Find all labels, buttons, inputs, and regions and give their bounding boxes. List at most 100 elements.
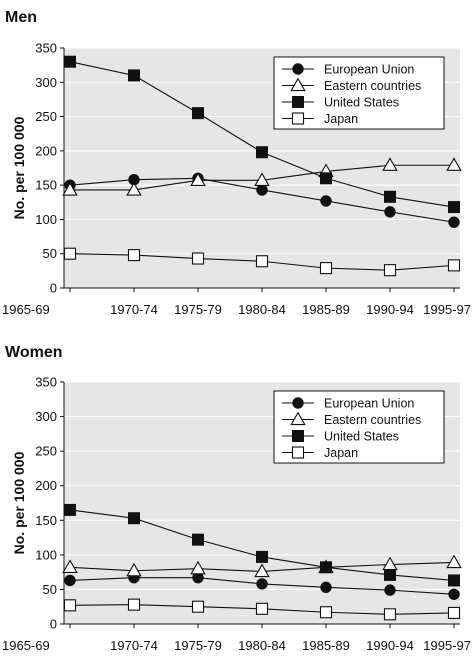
data-point (447, 259, 461, 272)
data-point (128, 69, 140, 82)
y-tick-label: 150 (35, 513, 57, 528)
x-tick-label: 1965-69 (2, 638, 50, 653)
data-point (446, 554, 462, 569)
y-tick-label: 250 (35, 444, 57, 459)
data-point (320, 581, 332, 594)
legend-marker (291, 112, 305, 125)
series-united-states (64, 55, 460, 214)
data-point (382, 157, 398, 171)
legend-entry: European Union (282, 397, 414, 411)
legend-marker (292, 96, 304, 108)
x-tick-label: 1975-79 (174, 302, 222, 317)
legend-marker (292, 63, 304, 75)
chart-panel-women: Women 0 50 100 150 200 250 300 350 1965-69 1970-74… (2, 344, 471, 653)
data-point (256, 578, 268, 590)
x-tick-label: 1985-89 (302, 638, 350, 653)
data-point (384, 568, 396, 581)
legend-entry: Eastern countries (282, 411, 421, 427)
data-point (448, 216, 460, 228)
data-point (128, 512, 140, 525)
series-european-union (64, 172, 460, 228)
y-axis-label: No. per 100 000 (11, 116, 27, 219)
legend-entry: United States (282, 96, 399, 110)
legend-label: Eastern countries (324, 79, 421, 93)
data-point (448, 574, 460, 587)
data-point (64, 574, 76, 587)
data-point (256, 550, 268, 563)
x-tick-label: 1965-69 (2, 302, 50, 317)
legend-label: United States (324, 430, 399, 444)
y-tick-label: 100 (35, 212, 57, 227)
x-tick-label: 1970-74 (110, 302, 158, 317)
data-point (254, 563, 270, 578)
legend-entry: Japan (282, 112, 358, 126)
x-tick-label: 1980-84 (238, 302, 286, 317)
data-point (63, 599, 77, 612)
data-point (63, 247, 77, 260)
y-tick-label: 350 (35, 375, 57, 390)
legend-marker (290, 77, 306, 92)
data-point (319, 606, 333, 619)
data-point (384, 190, 396, 203)
x-tick-label: 1990-94 (366, 638, 414, 653)
legend-entry: Eastern countries (282, 77, 421, 93)
data-point (190, 560, 206, 575)
y-tick-label: 100 (35, 547, 57, 562)
chart-panel-men: Men 0 50 100 150 200 250 300 350 1965-69 1970-74 19… (2, 9, 471, 317)
data-point (191, 252, 205, 265)
data-point (320, 561, 332, 574)
data-point (447, 606, 461, 619)
y-tick-label: 200 (35, 478, 57, 493)
legend-marker (291, 446, 305, 459)
data-point (126, 182, 142, 196)
legend-entry: European Union (282, 63, 414, 77)
data-point (448, 201, 460, 214)
panel-title: Women (5, 344, 62, 361)
y-tick-label: 300 (35, 409, 57, 424)
x-tick-label: 1970-74 (110, 638, 158, 653)
x-tick-label: 1985-89 (302, 302, 350, 317)
data-point (190, 172, 206, 186)
y-axis-label: No. per 100 000 (11, 451, 27, 554)
data-point (319, 262, 333, 275)
y-tick-label: 50 (43, 582, 57, 597)
data-point (127, 598, 141, 611)
legend-label: United States (324, 96, 399, 110)
x-tick-label: 1975-79 (174, 638, 222, 653)
legend-marker (292, 397, 304, 409)
data-point (62, 182, 78, 196)
legend-label: Japan (324, 446, 358, 460)
legend-label: Eastern countries (324, 413, 421, 427)
y-tick-label: 150 (35, 178, 57, 193)
data-point (320, 195, 332, 207)
data-point (64, 55, 76, 68)
data-point (384, 584, 396, 596)
data-point (64, 503, 76, 516)
data-point (256, 184, 268, 196)
data-point (192, 107, 204, 120)
x-tick-label: 1995-97 (423, 638, 471, 653)
x-tick-label: 1990-94 (366, 302, 414, 317)
series-japan (63, 247, 461, 277)
y-tick-label: 50 (43, 246, 57, 261)
x-tick-label: 1995-97 (423, 302, 471, 317)
data-point (255, 255, 269, 268)
data-point (255, 602, 269, 615)
legend-marker (290, 411, 306, 426)
series-eastern-countries (62, 157, 462, 196)
data-point (256, 146, 268, 159)
legend-entry: Japan (282, 446, 358, 460)
data-point (446, 157, 462, 171)
data-point (191, 600, 205, 613)
y-tick-label: 250 (35, 109, 57, 124)
data-point (62, 559, 78, 573)
data-point (320, 172, 332, 185)
legend-label: Japan (324, 112, 358, 126)
x-tick-label: 1980-84 (238, 638, 286, 653)
y-tick-label: 0 (50, 281, 57, 296)
data-point (383, 608, 397, 621)
y-tick-label: 0 (50, 617, 57, 632)
legend-label: European Union (324, 63, 414, 77)
data-point (448, 588, 460, 600)
